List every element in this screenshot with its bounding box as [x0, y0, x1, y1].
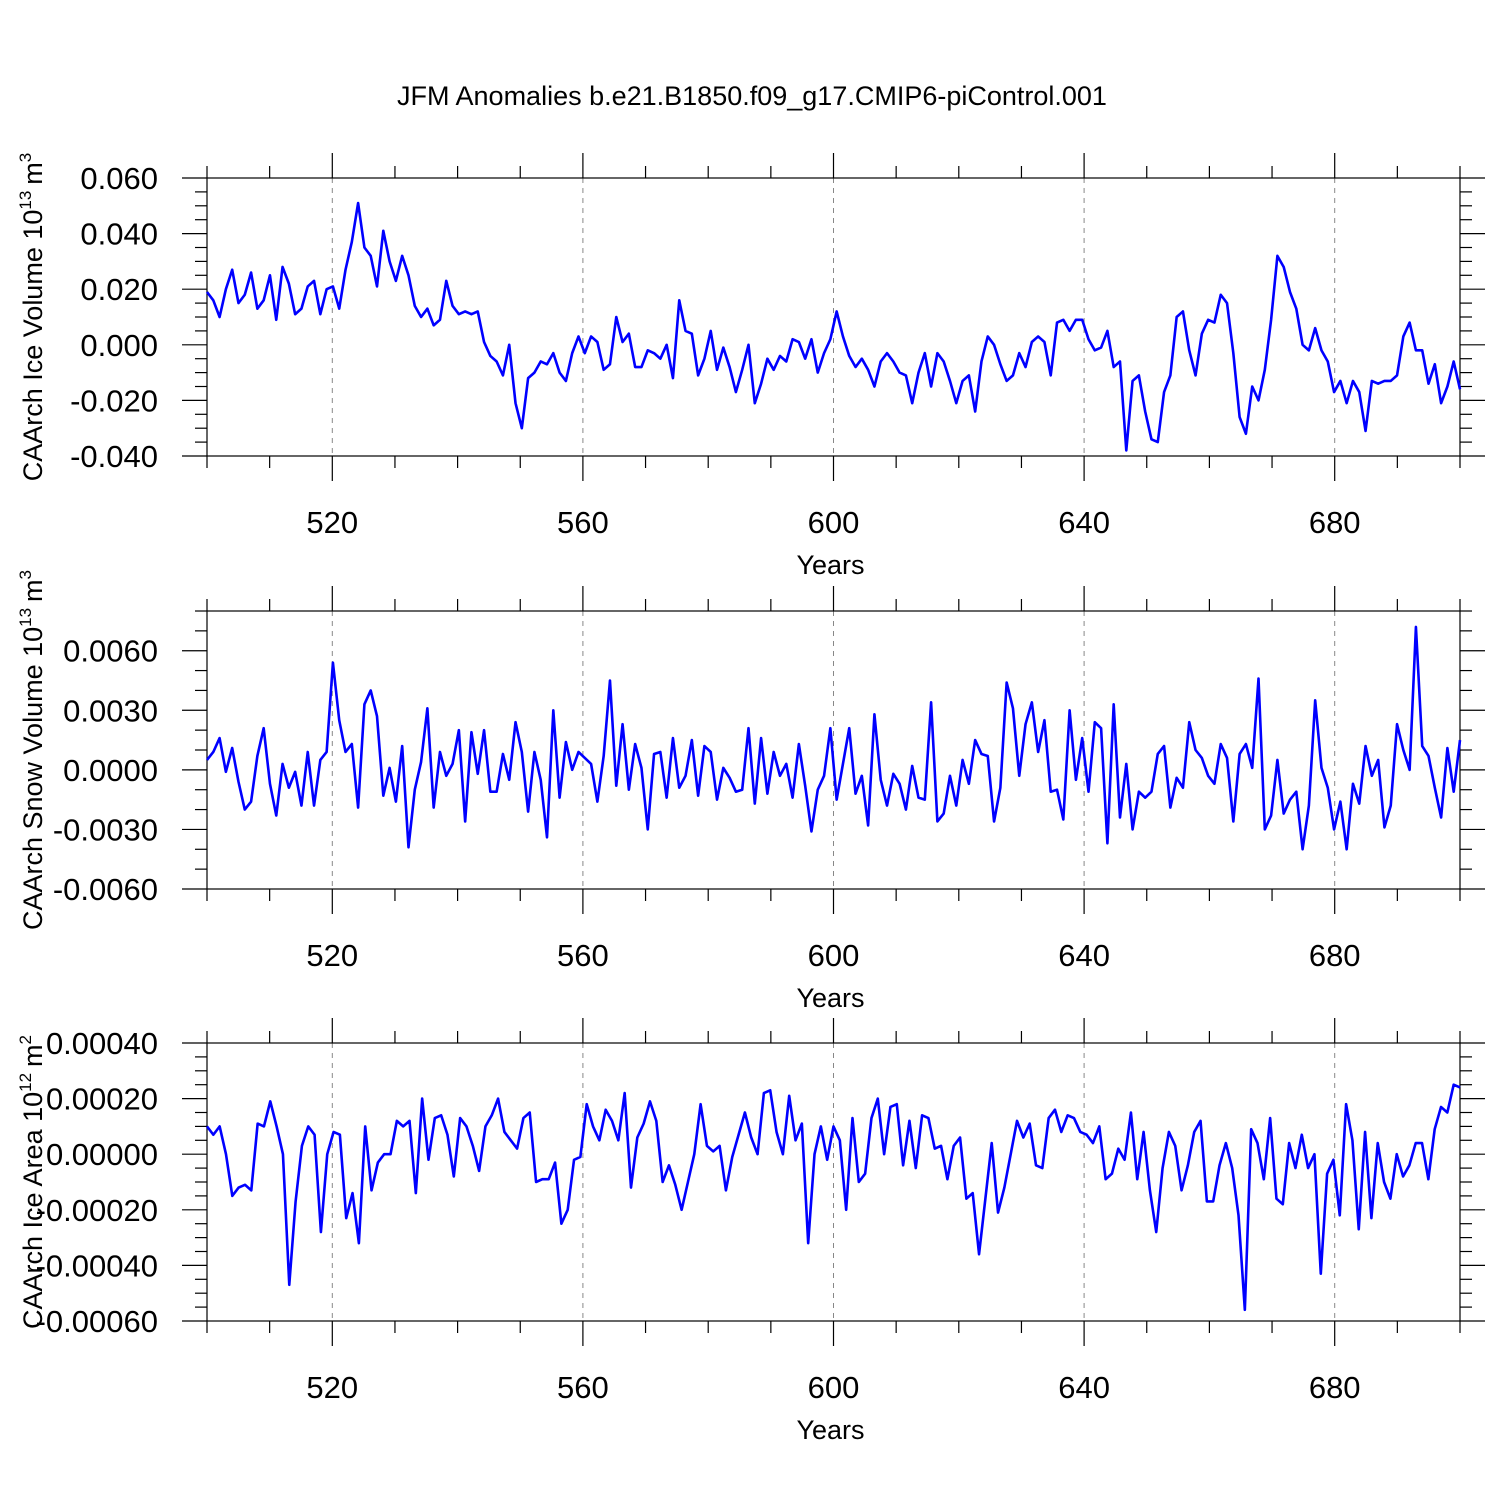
panel-3: 520 560 600 640 680 -0.00060 -0.00040 -0.00020 0…	[16, 1018, 1485, 1445]
y-tick-label: 0.000	[80, 328, 158, 363]
y-tick-label: -0.00020	[36, 1193, 158, 1228]
panel-1: 520 560 600 640 680 -0.040 -0.020 0.000 0.020 0.0…	[16, 153, 1485, 580]
y-tick-label: 0.0000	[63, 753, 158, 788]
y-tick-label: -0.040	[70, 439, 158, 474]
y-tick-label: 0.0030	[63, 693, 158, 728]
y-tick-label: 0.060	[80, 161, 158, 196]
y-axis-label-unit: m	[18, 1044, 48, 1067]
y-axis-label-unit: m	[18, 162, 48, 185]
x-tick-label: 680	[1309, 505, 1361, 540]
x-axis-label: Years	[796, 1415, 864, 1445]
y-axis-label-text: CAArch Ice Volume 10	[18, 210, 48, 482]
y-axis-label: CAArch Ice Volume 1013 m3	[16, 153, 48, 482]
y-tick-label: 0.00020	[46, 1082, 158, 1117]
figure-title: JFM Anomalies b.e21.B1850.f09_g17.CMIP6-…	[397, 81, 1107, 111]
x-tick-label: 520	[306, 505, 358, 540]
x-tick-label: 520	[306, 1370, 358, 1405]
y-axis-label-unit: m	[18, 579, 48, 602]
series-line	[205, 1083, 1461, 1312]
y-axis-label-exponent: 12	[16, 1073, 35, 1092]
x-tick-label: 640	[1058, 938, 1110, 973]
y-tick-label: 0.0060	[63, 634, 158, 669]
y-tick-label: -0.0060	[53, 872, 158, 907]
y-tick-label: -0.020	[70, 383, 158, 418]
y-tick-label: -0.00040	[36, 1248, 158, 1283]
x-axis-label: Years	[796, 983, 864, 1013]
x-tick-label: 560	[557, 505, 609, 540]
x-tick-label: 600	[808, 938, 860, 973]
x-tick-label: 600	[808, 505, 860, 540]
y-axis-label-text: CAArch Snow Volume 10	[18, 627, 48, 930]
y-axis-label-unit-exponent: 3	[16, 153, 35, 162]
x-tick-label: 640	[1058, 505, 1110, 540]
y-tick-label: -0.0030	[53, 812, 158, 847]
y-axis-label: CAArch Ice Area 1012 m2	[16, 1035, 48, 1329]
x-tick-label: 680	[1309, 1370, 1361, 1405]
x-tick-label: 560	[557, 938, 609, 973]
x-tick-label: 520	[306, 938, 358, 973]
y-axis-label-unit-exponent: 3	[16, 570, 35, 579]
x-tick-label: 640	[1058, 1370, 1110, 1405]
y-tick-label: 0.00000	[46, 1137, 158, 1172]
x-tick-label: 600	[808, 1370, 860, 1405]
series-line	[205, 625, 1462, 851]
y-axis-label-exponent: 13	[16, 191, 35, 210]
y-tick-label: 0.00040	[46, 1026, 158, 1061]
series-line	[205, 201, 1462, 452]
x-tick-label: 680	[1309, 938, 1361, 973]
panel-2: 520 560 600 640 680 -0.0060 -0.0030 0.0000 0.003…	[16, 570, 1485, 1013]
y-axis-label: CAArch Snow Volume 1013 m3	[16, 570, 48, 930]
y-axis-label-unit-exponent: 2	[16, 1035, 35, 1044]
y-axis-label-text: CAArch Ice Area 10	[18, 1092, 48, 1329]
y-axis-label-exponent: 13	[16, 608, 35, 627]
y-tick-label: -0.00060	[36, 1304, 158, 1339]
y-tick-label: 0.020	[80, 272, 158, 307]
x-axis-label: Years	[796, 550, 864, 580]
y-tick-label: 0.040	[80, 217, 158, 252]
x-tick-label: 560	[557, 1370, 609, 1405]
